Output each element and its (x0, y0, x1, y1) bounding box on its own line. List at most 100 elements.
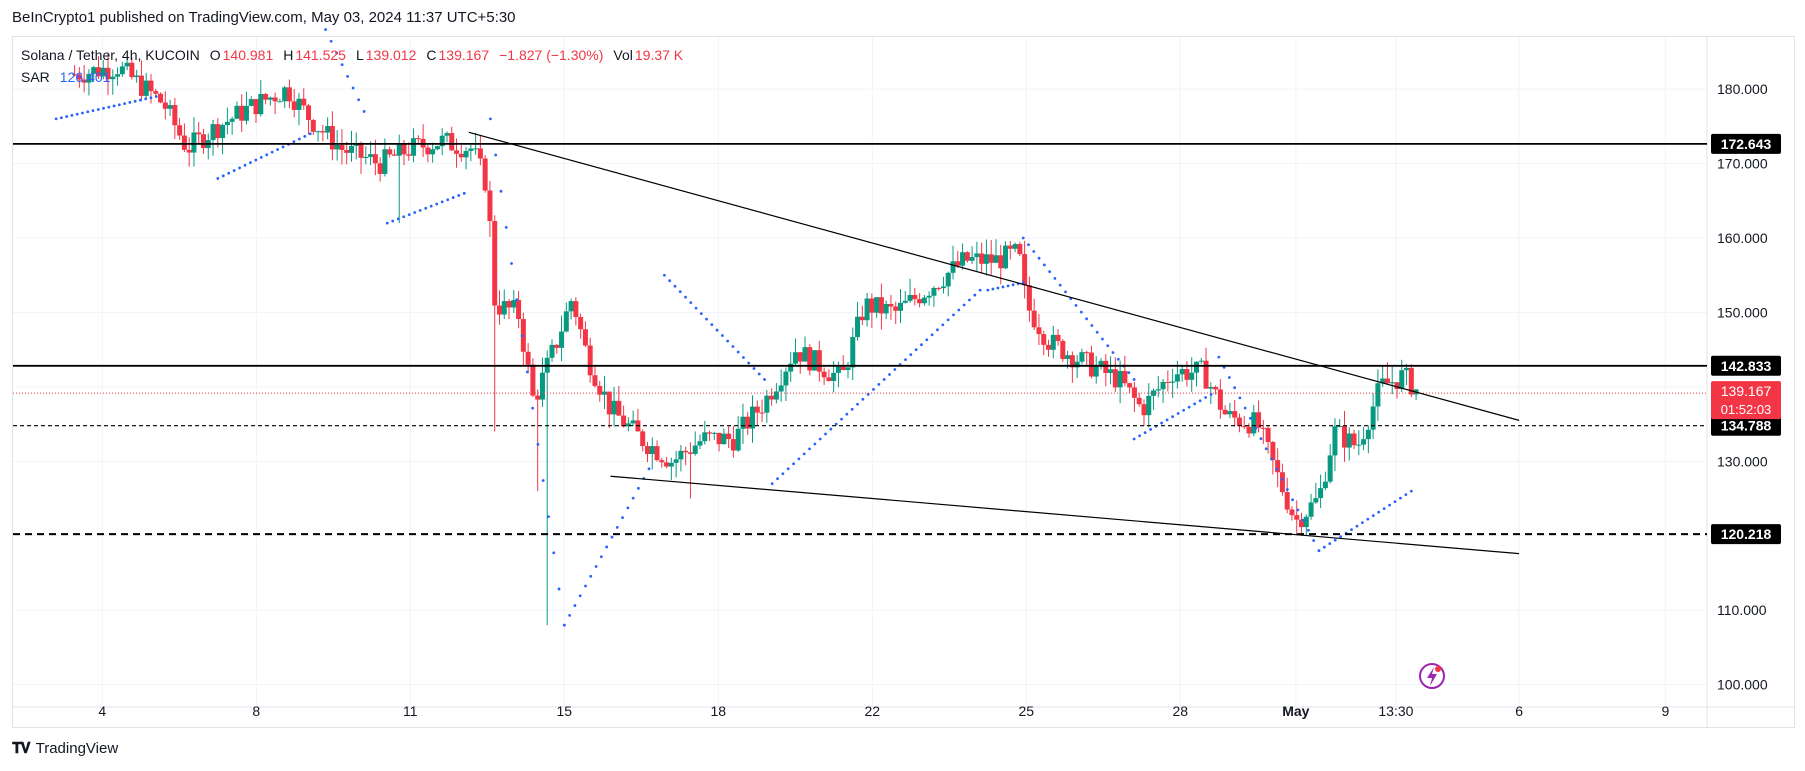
sar-dot (1233, 386, 1237, 390)
sar-label[interactable]: SAR (21, 69, 50, 85)
sar-dot (457, 194, 461, 197)
sar-dot (70, 113, 74, 117)
candle-body (964, 252, 970, 261)
sar-dot (925, 338, 929, 342)
candle-body (850, 337, 856, 368)
candle-body (363, 156, 369, 158)
y-tick-label: 160.000 (1717, 230, 1768, 246)
sar-dot (1270, 457, 1273, 461)
sar-dot (1149, 428, 1153, 431)
candle-body (115, 74, 121, 77)
sar-dot (594, 565, 598, 568)
sar-dot (1249, 416, 1252, 420)
candle-body (644, 446, 650, 455)
candle-body (463, 150, 469, 158)
candle-body (1227, 411, 1233, 415)
candle-body (411, 138, 417, 156)
candle-body (969, 257, 975, 261)
sar-dot (1132, 378, 1136, 381)
candle-body (200, 134, 206, 149)
candle-body (917, 299, 923, 304)
candle-body (659, 460, 665, 463)
candle-body (1012, 244, 1018, 249)
candle-body (1103, 360, 1109, 373)
candle-body (296, 98, 302, 110)
candle-body (506, 301, 512, 308)
candle-body (807, 347, 813, 371)
candle-body (769, 395, 775, 400)
sar-dot (850, 407, 854, 411)
candle-body (735, 428, 741, 451)
candle-body (778, 385, 784, 392)
sar-dot (541, 479, 545, 482)
candle-body (721, 433, 727, 445)
candle-body (1026, 285, 1032, 311)
candle-body (391, 154, 397, 156)
sar-dot (663, 273, 666, 277)
x-tick-label: 4 (98, 703, 106, 719)
candle-body (1341, 426, 1347, 448)
sar-dot (757, 372, 761, 376)
open-value: 140.981 (222, 47, 274, 63)
candle-body (1370, 406, 1376, 430)
candle-body (368, 154, 374, 157)
candle-body (1299, 519, 1305, 528)
candle-body (1184, 369, 1190, 380)
candle-body (1193, 361, 1199, 373)
sar-dot (1339, 535, 1343, 539)
sar-dot (1011, 283, 1015, 287)
sar-dot (1187, 405, 1191, 409)
candle-body (95, 67, 101, 77)
candle-body (320, 131, 326, 133)
sar-dot (102, 106, 105, 110)
resistance-142-badge (1711, 355, 1781, 376)
candle-body (253, 99, 259, 115)
candle-body (501, 301, 507, 315)
candle-body (630, 420, 636, 424)
candle-body (649, 446, 655, 455)
candle-body (750, 406, 756, 429)
sar-dot (1064, 290, 1067, 294)
sar-dot (957, 308, 961, 312)
candle-body (1088, 352, 1094, 377)
candle-body (621, 415, 627, 427)
candle-body (1031, 310, 1037, 328)
sar-dot (1301, 518, 1305, 522)
symbol-label[interactable]: Solana / Tether, 4h, KUCOIN (21, 47, 200, 63)
sar-dot (742, 356, 745, 359)
candle-body (1361, 439, 1367, 445)
candle-body (711, 432, 717, 434)
candle-body (821, 371, 827, 378)
sar-dot (1254, 427, 1258, 430)
sar-dot (1388, 503, 1391, 507)
sar-dot (54, 117, 58, 121)
candle-body (1232, 411, 1238, 418)
close-label: C (426, 47, 437, 63)
sar-dot (1090, 324, 1094, 327)
sar-dot (65, 115, 69, 118)
candle-body (1174, 374, 1180, 382)
candle-body (434, 146, 440, 150)
candle-body (692, 445, 698, 454)
sar-dot (1366, 517, 1370, 521)
candle-body (869, 298, 875, 313)
sar-dot (232, 169, 236, 172)
tradingview-footer[interactable]: 𝐓𝐕 TradingView (12, 740, 118, 757)
candle-body (76, 74, 82, 80)
sar-row: SAR 126.401 (21, 66, 683, 88)
candle-body (1208, 387, 1214, 389)
sar-dot (861, 397, 865, 401)
high-label: H (283, 47, 294, 63)
candle-body (702, 432, 708, 442)
y-tick-label: 180.000 (1717, 81, 1768, 97)
candles (72, 52, 1419, 626)
sar-dot (946, 318, 950, 322)
sar-dot (610, 535, 614, 539)
candle-body (167, 105, 173, 109)
candle-body (1146, 395, 1152, 416)
candle-body (1408, 367, 1414, 395)
candle-body (840, 366, 846, 371)
sar-dot (1053, 277, 1057, 280)
sar-dot (888, 373, 891, 376)
